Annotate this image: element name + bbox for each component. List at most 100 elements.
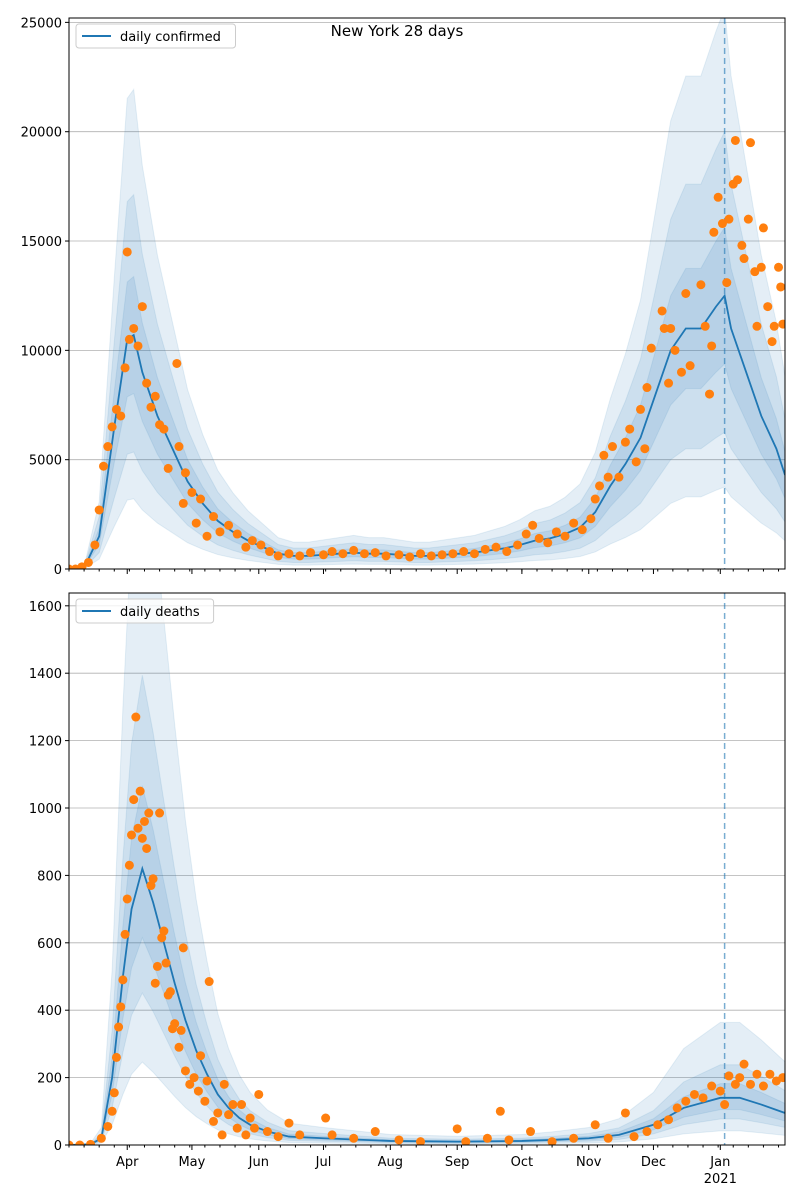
observed-point	[200, 1096, 210, 1106]
observed-point	[273, 1132, 283, 1142]
observed-point	[241, 542, 251, 552]
observed-point	[461, 1137, 471, 1145]
y-tick-label: 25000	[21, 16, 62, 31]
observed-point	[664, 378, 674, 388]
observed-point	[103, 442, 113, 452]
observed-point	[321, 1113, 331, 1123]
observed-point	[713, 192, 723, 202]
y-tick-label: 0	[54, 563, 62, 578]
observed-point	[131, 712, 141, 722]
x-tick-label: Dec	[641, 1155, 666, 1170]
observed-point	[543, 538, 553, 548]
observed-point	[707, 1081, 717, 1091]
observed-point	[228, 1100, 238, 1110]
observed-point	[560, 531, 570, 541]
observed-point	[139, 816, 149, 826]
observed-point	[90, 540, 100, 550]
observed-point	[756, 262, 766, 272]
observed-point	[118, 975, 128, 985]
observed-point	[452, 1124, 462, 1134]
observed-point	[338, 549, 348, 559]
observed-point	[370, 548, 380, 558]
observed-point	[620, 437, 630, 447]
observed-point	[129, 323, 139, 333]
x-tick-label: Nov	[576, 1155, 602, 1170]
observed-point	[599, 450, 609, 460]
observed-point	[640, 444, 650, 454]
observed-point	[625, 424, 635, 434]
observed-point	[174, 442, 184, 452]
observed-point	[569, 518, 579, 528]
observed-point	[94, 505, 104, 515]
observed-point	[142, 843, 152, 853]
observed-point	[416, 549, 426, 559]
observed-point	[217, 1130, 227, 1140]
observed-point	[224, 520, 234, 530]
deaths-axes: 0 200 400 600 800 1000 1200 1400 1600 Apr May Jun Ju…	[29, 592, 786, 1187]
observed-point	[426, 551, 436, 561]
observed-point	[111, 1052, 121, 1062]
observed-point	[394, 1135, 404, 1145]
observed-point	[739, 254, 749, 264]
observed-point	[161, 958, 171, 968]
observed-point	[193, 1086, 203, 1096]
legend-label: daily deaths	[120, 605, 200, 620]
observed-point	[247, 536, 257, 546]
observed-point	[670, 345, 680, 355]
observed-point	[204, 977, 214, 987]
y-tick-label: 15000	[21, 235, 62, 250]
observed-point	[129, 795, 139, 805]
observed-point	[776, 282, 785, 292]
observed-point	[700, 321, 710, 331]
observed-point	[318, 550, 328, 560]
observed-point	[150, 978, 160, 988]
observed-point	[306, 548, 316, 558]
observed-point	[709, 227, 719, 237]
observed-point	[698, 1093, 708, 1103]
observed-point	[547, 1137, 557, 1145]
observed-point	[689, 1089, 699, 1099]
observed-point	[327, 547, 337, 557]
observed-point	[189, 1073, 199, 1083]
y-tick-label: 800	[37, 869, 62, 884]
plot-area	[69, 18, 785, 569]
observed-point	[595, 481, 605, 491]
y-tick-label: 0	[54, 1139, 62, 1154]
observed-point	[295, 1130, 305, 1140]
observed-point	[480, 544, 490, 554]
observed-point	[137, 302, 147, 312]
observed-point	[603, 1133, 613, 1143]
y-tick-label: 400	[37, 1004, 62, 1019]
observed-point	[83, 557, 93, 567]
observed-point	[180, 468, 190, 478]
observed-point	[696, 280, 706, 290]
x-tick-label: Oct	[511, 1155, 533, 1170]
observed-point	[758, 223, 768, 233]
observed-point	[86, 1139, 96, 1145]
observed-point	[159, 926, 169, 936]
observed-point	[133, 823, 143, 833]
observed-point	[178, 498, 188, 508]
legend-label: daily confirmed	[120, 30, 221, 45]
observed-point	[513, 540, 523, 550]
observed-point	[116, 1002, 126, 1012]
y-tick-label: 5000	[29, 454, 62, 469]
observed-point	[273, 551, 283, 561]
observed-point	[163, 463, 173, 473]
legend-box	[75, 23, 236, 49]
observed-point	[109, 1088, 119, 1098]
observed-point	[750, 267, 760, 277]
observed-point	[284, 549, 294, 559]
observed-point	[185, 1079, 195, 1089]
observed-point	[502, 547, 512, 557]
observed-point	[232, 529, 242, 539]
observed-point	[586, 514, 596, 524]
observed-point	[150, 391, 160, 401]
observed-point	[724, 1071, 734, 1081]
observed-point	[107, 1106, 117, 1116]
observed-point	[202, 1076, 212, 1086]
observed-point	[590, 494, 600, 504]
observed-point	[551, 527, 561, 537]
observed-point	[405, 552, 415, 562]
axes-frame	[68, 592, 786, 1146]
